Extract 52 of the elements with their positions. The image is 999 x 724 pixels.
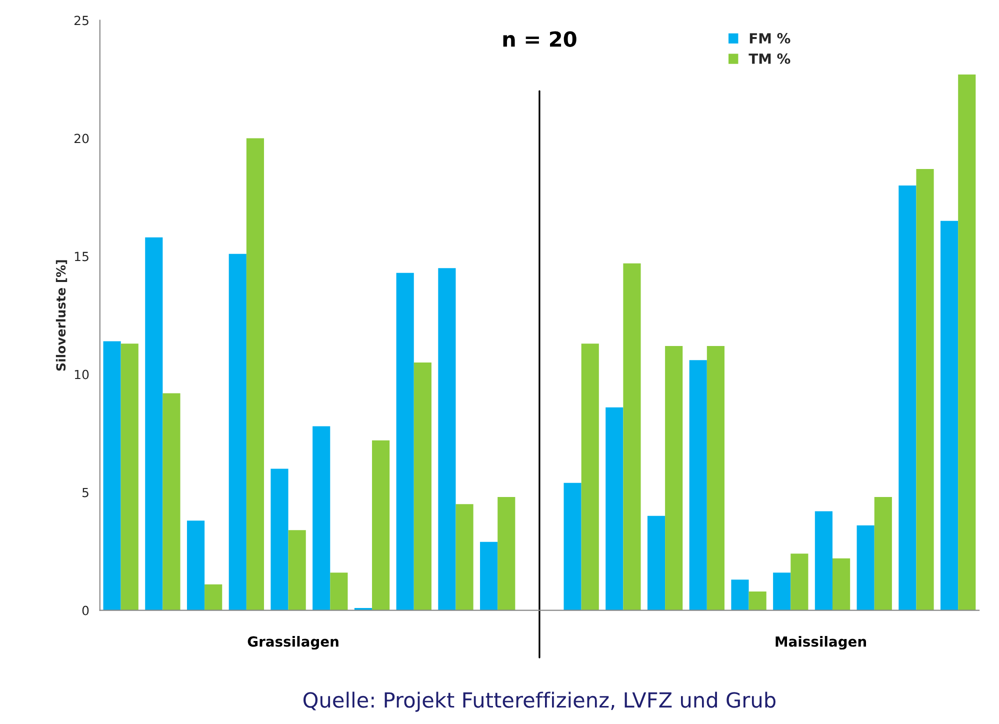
- bar: [832, 558, 850, 610]
- bar: [372, 440, 390, 610]
- bar: [647, 516, 666, 610]
- bar: [480, 542, 498, 610]
- bar: [162, 393, 180, 610]
- y-tick-label: 10: [74, 370, 89, 380]
- bar: [790, 554, 808, 610]
- y-tick-label: 25: [74, 16, 88, 26]
- bar: [414, 362, 432, 610]
- y-tick-label: 15: [74, 252, 88, 262]
- bar: [186, 520, 205, 610]
- annotation: n = 20: [503, 31, 576, 47]
- y-axis-title: Siloverluste [%]: [56, 260, 68, 371]
- bar: [312, 426, 330, 610]
- y-tick-label: 20: [74, 134, 89, 144]
- bar: [228, 254, 246, 610]
- legend-label: FM %: [750, 33, 790, 44]
- bar: [288, 530, 306, 610]
- bar: [456, 504, 474, 610]
- bar: [246, 138, 264, 610]
- bar: [940, 220, 958, 610]
- bar: [731, 580, 749, 610]
- bar: [856, 525, 874, 610]
- bar: [748, 591, 766, 610]
- bar: [498, 497, 516, 610]
- bar: [623, 263, 641, 610]
- bar: [874, 497, 892, 610]
- bar: [103, 341, 121, 610]
- legend-label: TM %: [748, 53, 790, 64]
- bar: [958, 74, 976, 610]
- bar: [916, 168, 934, 610]
- bar: [606, 407, 624, 610]
- source-note: Quelle: Projekt Futtereffizienz, LVFZ und Grub: [303, 692, 776, 712]
- bar: [581, 344, 599, 610]
- bar: [689, 360, 707, 610]
- text: Grassilagen: [248, 636, 338, 650]
- bar: [564, 482, 582, 610]
- bar: [270, 468, 288, 610]
- bar: [773, 572, 791, 610]
- bar: [330, 572, 348, 610]
- bar: [706, 346, 724, 610]
- bar: [120, 344, 138, 610]
- y-tick-label: 5: [82, 488, 88, 498]
- bar: [396, 272, 414, 610]
- text: Maissilagen: [776, 636, 866, 650]
- bar: [438, 268, 456, 610]
- bar: [814, 511, 832, 610]
- bar: [665, 346, 683, 610]
- bar: [145, 237, 163, 610]
- bar: [898, 185, 916, 610]
- bar: [204, 584, 222, 610]
- y-tick-label: 0: [82, 606, 89, 616]
